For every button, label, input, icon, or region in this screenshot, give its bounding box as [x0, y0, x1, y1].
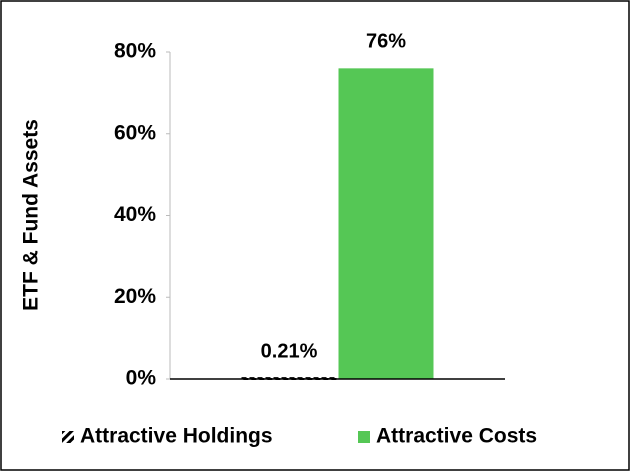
y-tick-label: 40% [114, 203, 156, 226]
y-axis-title: ETF & Fund Assets [20, 119, 43, 311]
y-tick-label: 60% [114, 121, 156, 144]
y-tick-label: 80% [114, 40, 156, 63]
value-label: 76% [366, 31, 406, 53]
legend-label: Attractive Costs [376, 425, 537, 448]
y-tick-label: 20% [114, 285, 156, 308]
value-label: 0.21% [261, 340, 318, 362]
legend-swatch [358, 431, 370, 443]
bar [338, 68, 434, 379]
legend-label: Attractive Holdings [80, 425, 273, 448]
y-tick-label: 0% [126, 367, 157, 390]
legend-swatch [62, 431, 74, 443]
